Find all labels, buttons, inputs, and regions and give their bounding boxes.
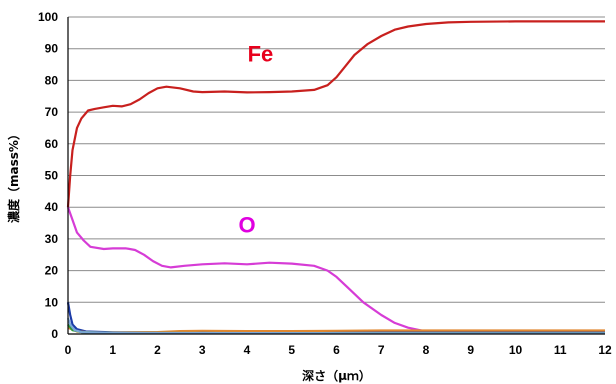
y-tick-label: 20: [45, 264, 59, 278]
x-tick-label: 6: [333, 343, 340, 357]
grid: [68, 16, 605, 335]
y-axis-label: 濃度（mass%）: [6, 128, 21, 223]
y-tick-label: 100: [38, 10, 58, 24]
y-tick-label: 70: [45, 105, 59, 119]
x-tick-label: 5: [288, 343, 295, 357]
x-tick-label: 4: [244, 343, 251, 357]
annotation-o: O: [238, 213, 255, 238]
y-tick-label: 10: [45, 295, 59, 309]
x-tick-label: 2: [154, 343, 161, 357]
series-line-2: [66, 206, 605, 335]
series-line-6: [66, 317, 606, 335]
x-tick-label: 12: [598, 343, 612, 357]
x-tick-label: 1: [109, 343, 116, 357]
x-tick-label: 7: [378, 343, 385, 357]
y-tick-label: 0: [51, 327, 58, 341]
x-tick-label: 10: [509, 343, 523, 357]
series-line-1: [66, 20, 605, 208]
axes: [67, 17, 605, 335]
annotations: Fe O: [238, 41, 273, 237]
x-tick-label: 9: [467, 343, 474, 357]
x-tick-label: 8: [423, 343, 430, 357]
x-axis-label: 深さ（μｍ）: [302, 368, 371, 383]
y-tick-label: 90: [45, 42, 59, 56]
series-layer: [66, 20, 606, 335]
y-tick-label: 80: [45, 73, 59, 87]
x-tick-label: 3: [199, 343, 206, 357]
y-tick-label: 40: [45, 200, 59, 214]
y-tick-label: 50: [45, 169, 59, 183]
annotation-fe: Fe: [248, 41, 274, 66]
x-tick-label: 0: [65, 343, 72, 357]
x-tick-label: 11: [554, 343, 567, 357]
y-tick-label: 30: [45, 232, 59, 246]
y-tick-label: 60: [45, 137, 59, 151]
